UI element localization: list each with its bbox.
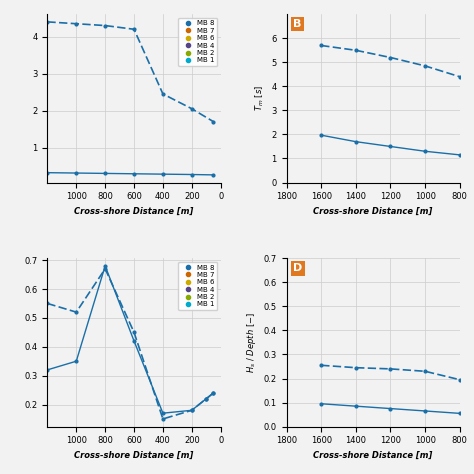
Legend: MB 8, MB 7, MB 6, MB 4, MB 2, MB 1: MB 8, MB 7, MB 6, MB 4, MB 2, MB 1 — [178, 262, 217, 310]
X-axis label: Cross-shore Distance [m]: Cross-shore Distance [m] — [313, 451, 433, 460]
Text: D: D — [293, 264, 303, 273]
X-axis label: Cross-shore Distance [m]: Cross-shore Distance [m] — [313, 207, 433, 216]
Legend: MB 8, MB 7, MB 6, MB 4, MB 2, MB 1: MB 8, MB 7, MB 6, MB 4, MB 2, MB 1 — [178, 18, 217, 66]
Y-axis label: $H_s\ /\ Depth\ [-]$: $H_s\ /\ Depth\ [-]$ — [245, 312, 258, 373]
X-axis label: Cross-shore Distance [m]: Cross-shore Distance [m] — [74, 451, 194, 460]
Text: B: B — [293, 19, 302, 29]
Y-axis label: $T_m\ [s]$: $T_m\ [s]$ — [254, 85, 266, 111]
X-axis label: Cross-shore Distance [m]: Cross-shore Distance [m] — [74, 207, 194, 216]
